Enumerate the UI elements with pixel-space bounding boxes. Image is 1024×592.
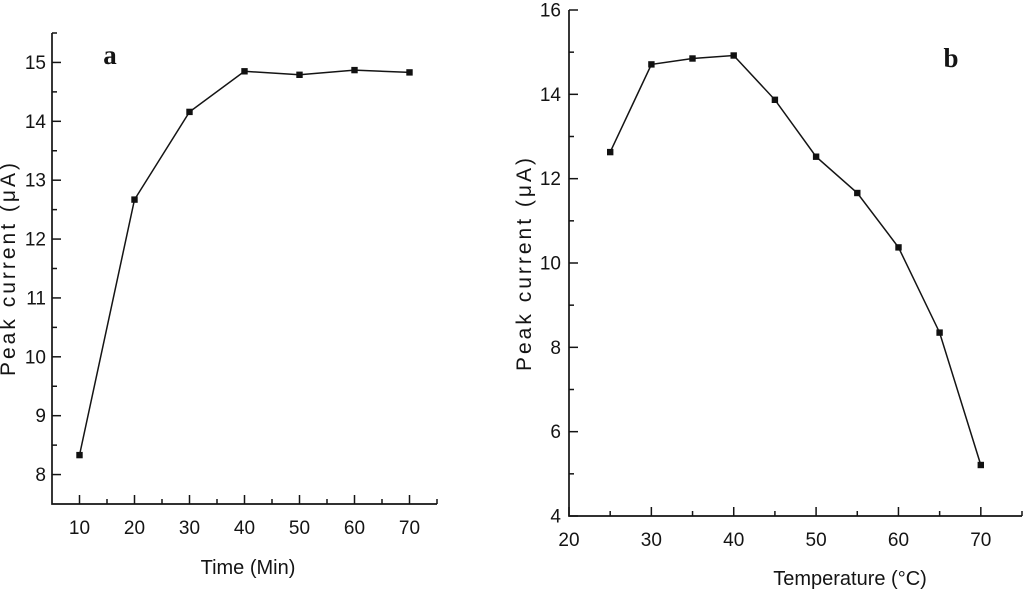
- data-point-marker: [296, 71, 303, 78]
- data-point-marker: [977, 461, 984, 469]
- y-tick-label: 4: [550, 507, 561, 528]
- x-tick-label: 50: [806, 530, 827, 551]
- x-tick-label: 10: [69, 518, 90, 539]
- data-point-marker: [812, 153, 820, 160]
- y-tick-label: 8: [550, 338, 561, 359]
- y-tick-label: 12: [25, 230, 46, 251]
- panel-b-chart: 4 6 8 10 12 14 16 20 30 40 50 60 70 Temperature (°C) P…: [513, 1, 1023, 590]
- y-tick-label: 15: [25, 53, 46, 74]
- x-axis-label: Time (Min): [201, 557, 296, 579]
- x-tick-label: 60: [344, 518, 365, 539]
- y-tick-label: 16: [540, 1, 561, 22]
- axis-spines: [568, 10, 1022, 517]
- data-point-marker: [607, 148, 614, 156]
- data-point-marker: [76, 451, 83, 459]
- y-tick-label: 12: [540, 169, 561, 190]
- data-point-marker: [406, 69, 413, 76]
- x-tick-label: 40: [723, 530, 744, 551]
- data-point-marker: [648, 61, 655, 68]
- x-tick-label: 30: [179, 518, 200, 539]
- x-tick-label: 20: [124, 518, 145, 539]
- y-tick-label: 14: [25, 112, 47, 133]
- y-tick-label: 10: [25, 347, 46, 368]
- data-point-marker: [771, 96, 779, 103]
- x-tick-label: 70: [399, 518, 420, 539]
- y-tick-label: 11: [26, 288, 46, 309]
- axis-spines: [51, 33, 437, 505]
- data-point-marker: [730, 52, 737, 59]
- data-point-marker: [689, 55, 696, 62]
- x-tick-label: 40: [234, 518, 255, 539]
- data-point-marker: [131, 196, 138, 203]
- y-tick-label: 13: [25, 171, 46, 192]
- panel-letter-a: a: [103, 40, 117, 70]
- y-tick-label: 10: [540, 254, 561, 275]
- y-tick-label: 14: [540, 85, 562, 106]
- data-point-marker: [351, 66, 358, 74]
- data-line: [609, 54, 982, 466]
- x-tick-label: 20: [558, 530, 579, 551]
- x-tick-label: 70: [970, 530, 991, 551]
- data-line: [78, 69, 410, 456]
- y-axis-label: Peak current (μA): [0, 160, 20, 376]
- data-point-marker: [186, 108, 193, 116]
- y-tick-label: 9: [35, 406, 46, 427]
- x-tick-label: 60: [888, 530, 909, 551]
- y-axis-label: Peak current (μA): [513, 155, 536, 371]
- y-tick-label: 6: [550, 422, 561, 443]
- panel-letter-b: b: [943, 43, 958, 73]
- data-point-marker: [895, 244, 902, 251]
- x-tick-label: 30: [641, 530, 662, 551]
- x-axis-label: Temperature (°C): [773, 568, 927, 590]
- data-point-marker: [854, 189, 861, 197]
- x-tick-label: 50: [289, 518, 310, 539]
- panel-a-chart: 8 9 10 11 12 13 14 15 10 20 30 40 50 60 70 Time (Min) Pe…: [0, 32, 438, 579]
- y-tick-label: 8: [35, 465, 46, 486]
- data-point-marker: [241, 68, 248, 75]
- data-point-marker: [936, 329, 943, 336]
